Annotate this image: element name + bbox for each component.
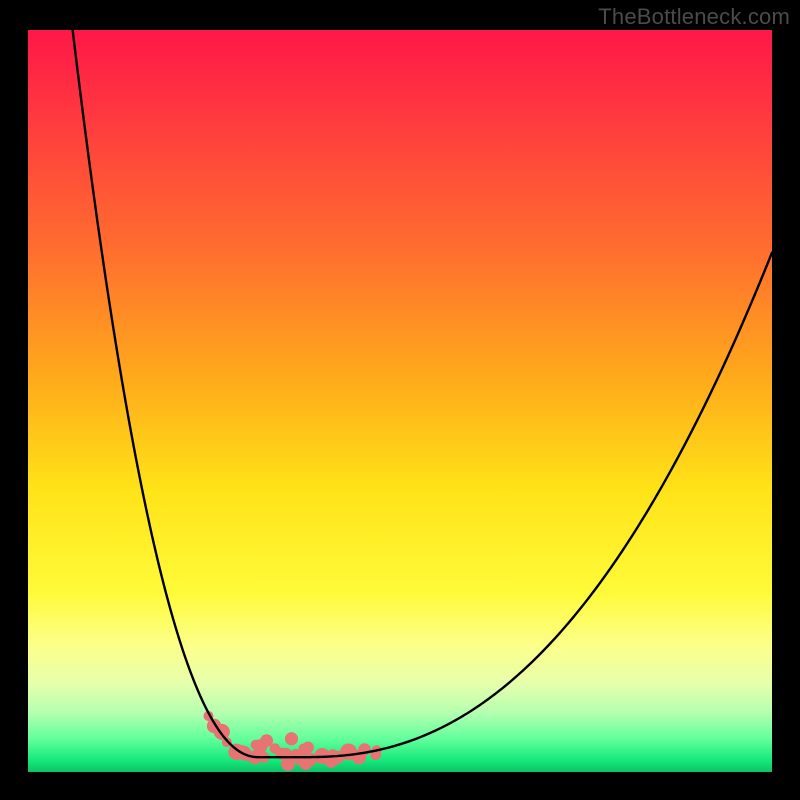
- marker-dot: [302, 742, 314, 754]
- marker-dot: [300, 758, 312, 770]
- scatter-markers: [203, 711, 381, 771]
- chart-root: TheBottleneck.com: [0, 0, 800, 800]
- plot-area: [28, 30, 772, 772]
- plot-overlay: [28, 30, 772, 772]
- bottleneck-curve: [73, 30, 772, 757]
- watermark-text: TheBottleneck.com: [598, 4, 790, 30]
- marker-dot: [285, 732, 298, 745]
